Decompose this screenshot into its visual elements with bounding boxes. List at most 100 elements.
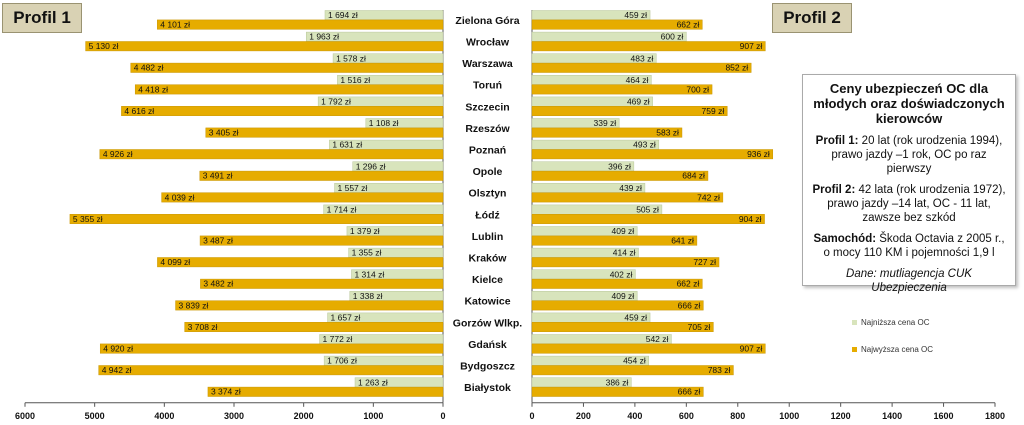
right-tick-label: 1000 (779, 411, 799, 421)
profile1-max-bar (99, 149, 444, 160)
right-tick-label: 800 (730, 411, 745, 421)
profile1-max-label: 4 926 zł (103, 149, 133, 159)
car-description: Samochód: Škoda Octavia z 2005 r., o moc… (813, 233, 1005, 259)
right-tick-label: 400 (627, 411, 642, 421)
profile1-max-bar (200, 278, 444, 289)
legend-min: Najniższa cena OC (852, 318, 929, 327)
profile2-max-label: 852 zł (725, 63, 748, 73)
profile1-min-label: 1 714 zł (327, 205, 357, 215)
profile2-min-label: 542 zł (646, 334, 669, 344)
profile2-max-bar (531, 235, 698, 246)
profile2-max-bar (531, 386, 704, 397)
profile2-min-label: 454 zł (623, 356, 646, 366)
profile-2-description: Profil 2: 42 lata (rok urodzenia 1972), … (812, 184, 1006, 224)
profile1-max-label: 4 101 zł (160, 20, 190, 30)
profile2-max-bar (531, 257, 720, 268)
profile2-max-bar (531, 322, 714, 332)
legend-min-swatch (852, 320, 857, 325)
profile1-max-bar (121, 106, 444, 116)
profile2-max-label: 907 zł (740, 344, 763, 354)
city-label: Katowice (464, 296, 510, 308)
profile2-max-label: 783 zł (708, 365, 731, 375)
city-label: Kraków (469, 253, 508, 265)
left-tick-label: 5000 (85, 411, 105, 421)
legend-max-swatch (852, 347, 857, 352)
profile2-min-label: 409 zł (612, 291, 635, 301)
city-label: Bydgoszcz (460, 361, 515, 373)
profile2-min-label: 464 zł (626, 75, 649, 85)
data-source: Dane: mutliagencja CUK Ubezpieczenia (846, 268, 972, 294)
profile1-min-label: 1 557 zł (338, 183, 368, 193)
profile2-min-label: 469 zł (627, 97, 650, 107)
profile1-max-bar (98, 365, 444, 376)
profile2-max-label: 759 zł (702, 106, 725, 116)
profile2-max-label: 700 zł (686, 84, 709, 94)
profile1-max-label: 4 616 zł (124, 106, 154, 116)
profile2-min-label: 483 zł (631, 53, 654, 63)
profile-1-label: Profil 1 (2, 3, 82, 33)
profile2-max-bar (531, 19, 703, 30)
city-label: Łódź (475, 209, 500, 221)
profile1-max-bar (85, 41, 444, 52)
profile2-max-label: 662 zł (677, 20, 700, 30)
left-tick-label: 2000 (294, 411, 314, 421)
profile1-max-bar (69, 214, 444, 224)
profile1-max-bar (99, 343, 444, 354)
profile1-max-bar (157, 257, 444, 268)
profile2-min-label: 600 zł (661, 32, 684, 42)
city-label: Zielona Góra (455, 15, 519, 27)
profile2-max-label: 936 zł (747, 149, 770, 159)
profile1-min-label: 1 772 zł (323, 334, 353, 344)
city-label: Rzeszów (465, 123, 510, 135)
city-label: Białystok (464, 382, 511, 394)
city-label: Gorzów Wlkp. (453, 317, 522, 329)
city-label: Olsztyn (469, 188, 507, 200)
profile2-max-bar (531, 106, 728, 116)
city-label: Toruń (473, 80, 502, 92)
profile2-min-label: 459 zł (624, 10, 647, 20)
profile2-max-bar (531, 343, 766, 354)
info-title: Ceny ubezpieczeń OC dla młodych oraz doś… (813, 81, 1005, 126)
profile1-max-bar (157, 19, 444, 30)
profile2-max-label: 907 zł (740, 41, 763, 51)
profile2-max-bar (531, 149, 774, 160)
profile1-max-label: 3 708 zł (188, 322, 218, 332)
profile2-max-bar (531, 170, 709, 181)
profile1-min-label: 1 263 zł (358, 377, 388, 387)
right-tick-label: 200 (576, 411, 591, 421)
profile1-max-label: 3 839 zł (179, 300, 209, 310)
profile1-max-label: 3 491 zł (203, 171, 233, 181)
profile2-max-bar (531, 62, 752, 73)
profile1-max-bar (175, 300, 444, 311)
profile1-max-label: 4 099 zł (160, 257, 190, 267)
profile2-min-label: 409 zł (612, 226, 635, 236)
left-tick-label: 3000 (224, 411, 244, 421)
profile2-min-label: 339 zł (594, 118, 617, 128)
right-tick-label: 600 (679, 411, 694, 421)
profile2-max-bar (531, 192, 724, 203)
profile2-max-label: 583 zł (656, 128, 679, 138)
profile1-max-label: 5 355 zł (73, 214, 103, 224)
legend-max-label: Najwyższa cena OC (861, 345, 934, 354)
profile1-max-bar (134, 84, 444, 95)
profile2-min-label: 505 zł (636, 205, 659, 215)
profile2-min-label: 396 zł (608, 161, 631, 171)
profile2-max-label: 684 zł (682, 171, 705, 181)
profile1-max-bar (205, 127, 444, 138)
profile2-min-label: 402 zł (610, 269, 633, 279)
profile1-min-label: 1 792 zł (321, 97, 351, 107)
profile1-min-label: 1 338 zł (353, 291, 383, 301)
profile1-max-bar (199, 235, 444, 246)
profile1-max-label: 4 920 zł (103, 344, 133, 354)
profile2-min-label: 459 zł (624, 313, 647, 323)
profile1-max-label: 4 942 zł (102, 365, 132, 375)
profile1-min-label: 1 296 zł (356, 161, 386, 171)
left-tick-label: 1000 (363, 411, 383, 421)
profile1-max-label: 3 374 zł (211, 387, 241, 397)
profile1-max-label: 3 487 zł (203, 236, 233, 246)
profile2-max-bar (531, 214, 765, 224)
profile1-min-label: 1 963 zł (309, 32, 339, 42)
profile1-max-bar (130, 62, 444, 73)
profile2-min-label: 386 zł (606, 377, 629, 387)
